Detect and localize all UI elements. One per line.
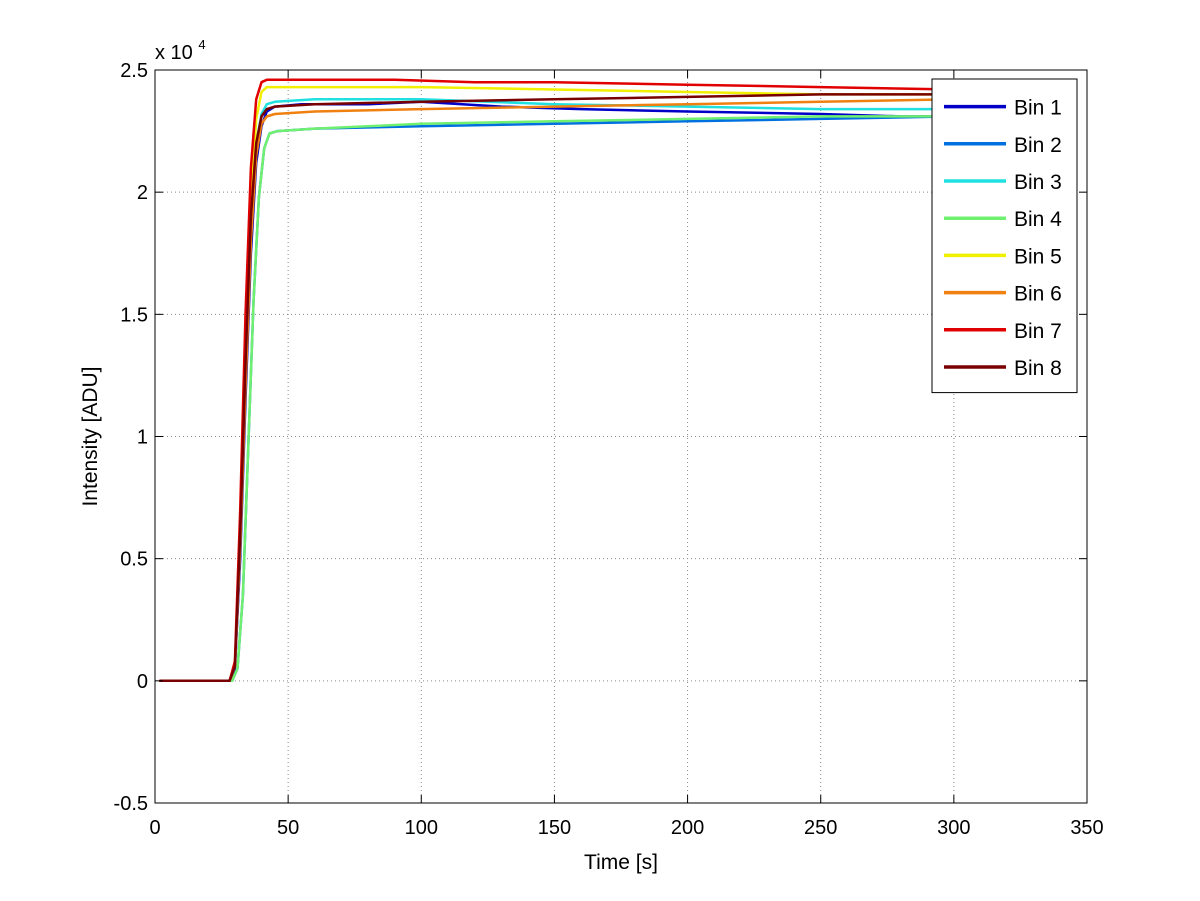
- x-tick-label: 100: [405, 817, 438, 839]
- y-tick-label: 0.5: [120, 549, 148, 571]
- axis-ticks: 0 50 100 150 200 250 300 350-0.500.511.522.5: [114, 60, 1104, 839]
- x-tick-label: 350: [1070, 817, 1103, 839]
- legend-entry-label: Bin 4: [1014, 208, 1062, 231]
- y-tick-label: 2: [137, 182, 148, 204]
- legend-entry-label: Bin 1: [1014, 97, 1062, 120]
- series-layer: [159, 78, 1049, 683]
- y-tick-label: -0.5: [114, 793, 148, 815]
- series-line-4: [159, 115, 956, 683]
- legend-entry-label: Bin 6: [1014, 283, 1062, 306]
- legend-box: [931, 78, 1078, 394]
- y-axis-exponent-power: 4: [198, 37, 205, 52]
- y-tick-label: 2.5: [120, 60, 148, 82]
- y-axis-label: Intensity [ADU]: [79, 366, 102, 506]
- x-tick-label: 250: [804, 817, 837, 839]
- legend-entry-label: Bin 5: [1014, 245, 1062, 268]
- y-tick-label: 0: [137, 671, 148, 693]
- x-tick-label: 300: [937, 817, 970, 839]
- x-tick-label: 150: [538, 817, 571, 839]
- legend-entry-label: Bin 2: [1014, 134, 1062, 157]
- x-axis-label: Time [s]: [584, 851, 658, 874]
- legend-entry-label: Bin 8: [1014, 357, 1062, 380]
- series-line-8: [159, 90, 1049, 683]
- y-tick-label: 1.5: [120, 304, 148, 326]
- legend-entry-label: Bin 3: [1014, 171, 1062, 194]
- y-axis-exponent-base: x 10: [155, 42, 193, 64]
- legend-entry-label: Bin 7: [1014, 320, 1062, 343]
- y-axis-exponent: x 10 4: [155, 37, 206, 64]
- x-tick-label: 50: [277, 817, 299, 839]
- x-tick-label: 0: [149, 817, 160, 839]
- y-tick-label: 1: [137, 427, 148, 449]
- x-tick-label: 200: [671, 817, 704, 839]
- legend: Bin 1 Bin 2 Bin 3 Bin 4 Bin 5 Bin 6 Bin 7 Bin 8: [931, 78, 1078, 394]
